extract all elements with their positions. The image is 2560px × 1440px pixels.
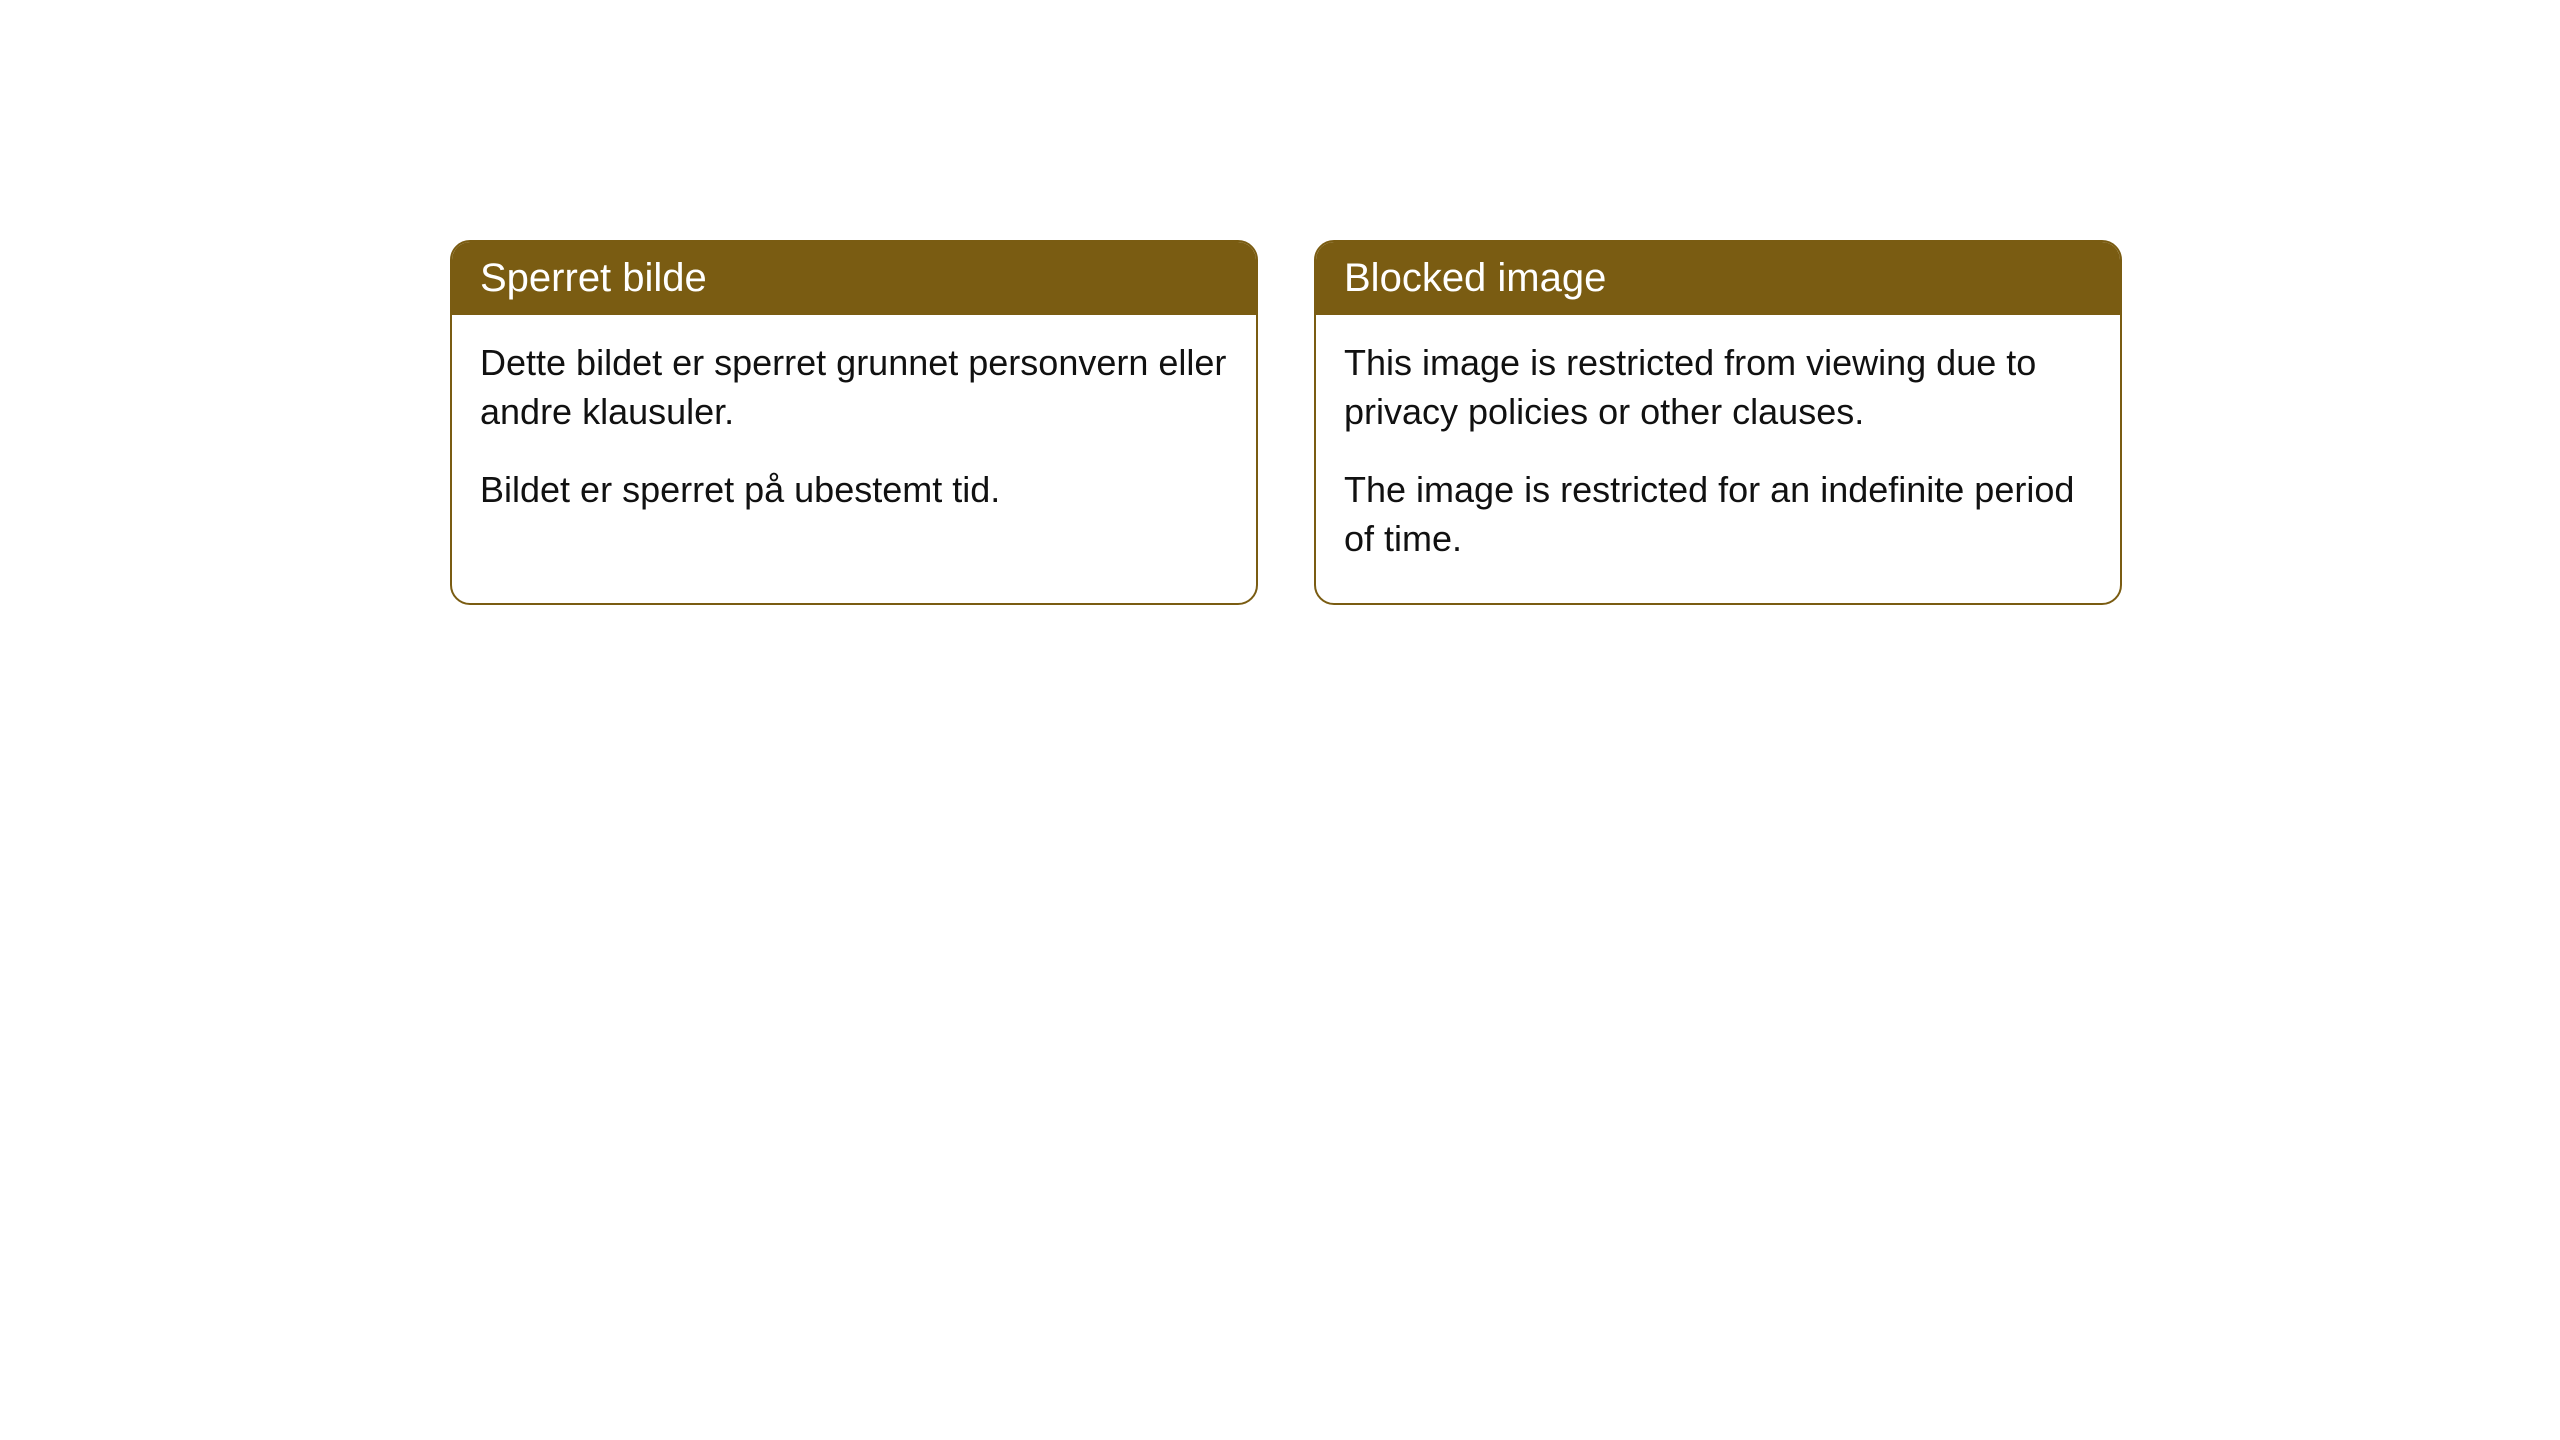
blocked-image-card-norwegian: Sperret bilde Dette bildet er sperret gr… xyxy=(450,240,1258,605)
notice-cards-container: Sperret bilde Dette bildet er sperret gr… xyxy=(0,0,2560,605)
card-paragraph: Dette bildet er sperret grunnet personve… xyxy=(480,339,1228,436)
card-body-norwegian: Dette bildet er sperret grunnet personve… xyxy=(452,315,1256,555)
card-body-english: This image is restricted from viewing du… xyxy=(1316,315,2120,603)
blocked-image-card-english: Blocked image This image is restricted f… xyxy=(1314,240,2122,605)
card-paragraph: The image is restricted for an indefinit… xyxy=(1344,466,2092,563)
card-header-english: Blocked image xyxy=(1316,242,2120,315)
card-paragraph: Bildet er sperret på ubestemt tid. xyxy=(480,466,1228,515)
card-title: Sperret bilde xyxy=(480,256,707,300)
card-header-norwegian: Sperret bilde xyxy=(452,242,1256,315)
card-paragraph: This image is restricted from viewing du… xyxy=(1344,339,2092,436)
card-title: Blocked image xyxy=(1344,256,1606,300)
